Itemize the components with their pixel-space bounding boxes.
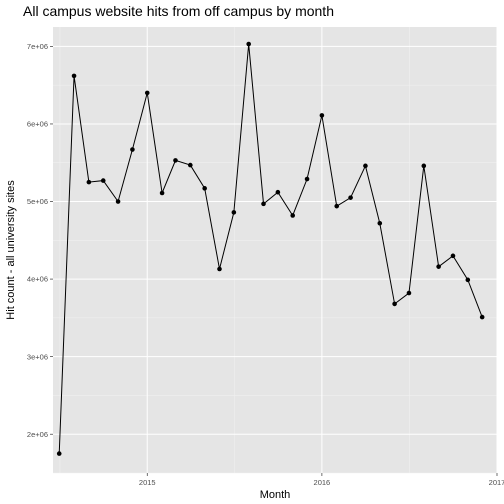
data-point (363, 163, 368, 169)
data-point (231, 210, 237, 215)
data-point (173, 158, 178, 163)
data-point (465, 277, 471, 283)
data-point (290, 213, 296, 218)
data-point (436, 264, 441, 269)
y-axis: 2e+06 3e+06 4e+06 5e+06 6e+06 7e+06 (27, 42, 53, 439)
data-point (319, 113, 325, 118)
data-point (100, 178, 106, 183)
series-line (58, 44, 483, 454)
data-point (450, 253, 456, 259)
y-tick-label: 6e+06 (27, 120, 48, 129)
data-point (246, 41, 251, 47)
y-tick-label: 7e+06 (27, 42, 48, 51)
data-point (144, 90, 150, 96)
data-point (71, 73, 77, 79)
data-point (115, 199, 121, 204)
data-point (348, 195, 353, 200)
x-tick-label: 2015 (139, 478, 156, 487)
data-point (377, 220, 383, 226)
x-tick-label: 2017 (489, 478, 504, 487)
data-point (56, 451, 62, 456)
x-axis: 2015 2016 2017 (139, 473, 504, 487)
x-tick-label: 2016 (314, 478, 331, 487)
data-point (217, 266, 222, 272)
data-point (392, 301, 397, 307)
data-point (304, 176, 310, 182)
data-point (159, 190, 165, 196)
chart-title: All campus website hits from off campus … (23, 3, 334, 19)
points-layer (56, 41, 485, 456)
y-tick-label: 2e+06 (27, 430, 48, 439)
series-layer (58, 44, 483, 454)
major-gridlines (53, 27, 498, 473)
minor-gridlines (53, 27, 497, 474)
data-point (188, 162, 193, 168)
data-point (130, 147, 135, 152)
data-point (406, 290, 412, 296)
data-point (479, 314, 485, 320)
plot-panel (53, 27, 497, 473)
data-point (334, 203, 340, 209)
y-tick-label: 4e+06 (27, 275, 48, 284)
x-axis-title: Month (260, 489, 291, 501)
y-tick-label: 5e+06 (27, 197, 48, 206)
y-tick-label: 3e+06 (27, 352, 48, 361)
data-point (421, 163, 427, 169)
data-point (261, 201, 266, 207)
data-point (275, 189, 281, 195)
data-point (86, 179, 92, 185)
data-point (202, 186, 207, 191)
y-axis-title: Hit count - all university sites (5, 180, 17, 320)
